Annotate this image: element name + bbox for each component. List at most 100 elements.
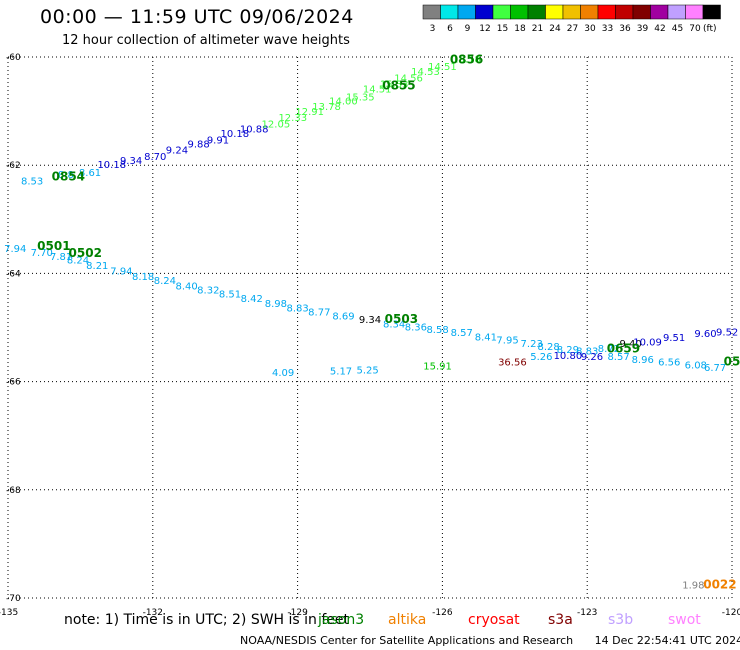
wave-height-point: 9.91 [207, 136, 229, 147]
wave-height-point: 14.51 [363, 85, 392, 96]
wave-height-point: 7.23 [521, 339, 543, 350]
legend-label: 45 [672, 24, 683, 34]
legend-label: 21 [532, 24, 543, 34]
wave-height-point: 12.91 [295, 107, 324, 118]
wave-height-point: 15.18 [452, 54, 481, 65]
legend-unit: (ft) [703, 24, 717, 34]
pass-time-label: 0854 [52, 169, 85, 183]
x-tick-label: -120 [722, 608, 740, 618]
wave-height-point: 8.21 [86, 261, 108, 272]
y-tick-label: -62 [6, 161, 21, 171]
wave-height-point: 8.40 [175, 282, 197, 293]
footer-note: note: 1) Time is in UTC; 2) SWH is in fe… [64, 612, 350, 628]
legend-swatch [545, 4, 564, 20]
pass-time-label: 0503 [385, 312, 418, 326]
color-legend: 3 6 9 12 15 18 21 24 27 30 33 36 39 42 45 70 (ft) [422, 4, 721, 34]
wave-height-point: 14.53 [411, 67, 440, 78]
wave-height-point: 7.94 [110, 266, 132, 277]
pass-time-label: 0855 [382, 78, 415, 92]
wave-height-point: 8.53 [21, 177, 43, 188]
y-tick-label: -60 [6, 53, 21, 63]
wave-height-point: 8.57 [451, 328, 473, 339]
wave-height-point: 8.32 [197, 285, 219, 296]
wave-height-point: 8.24 [67, 256, 89, 267]
legend-label: 15 [497, 24, 508, 34]
wave-height-point: 4.09 [272, 368, 294, 379]
wave-height-point: 10.88 [240, 125, 269, 136]
wave-height-point: 8.41 [475, 332, 497, 343]
legend-swatch [562, 4, 581, 20]
wave-height-point: 9.34 [120, 156, 142, 167]
wave-height-point: 5.26 [530, 352, 552, 363]
wave-height-point: 7.94 [4, 244, 26, 255]
footer-credit: NOAA/NESDIS Center for Satellite Applica… [240, 634, 740, 647]
wave-height-point: 14.00 [329, 97, 358, 108]
legend-label: 27 [567, 24, 578, 34]
wave-height-point: 8.72 [598, 344, 620, 355]
wave-height-point: 8.96 [632, 355, 654, 366]
legend-label: 30 [584, 24, 596, 34]
wave-height-point: 6.77 [704, 363, 726, 374]
legend-label: 18 [514, 24, 526, 34]
legend-swatch [580, 4, 599, 20]
wave-height-point: 8.58 [426, 325, 448, 336]
legend-label: 6 [447, 24, 453, 34]
satellite-label: swot [668, 612, 701, 628]
legend-swatch [475, 4, 494, 20]
legend-label: 42 [654, 24, 665, 34]
legend-swatch [527, 4, 546, 20]
legend-label: 12 [479, 24, 490, 34]
wave-height-point: 9.24 [166, 145, 188, 156]
legend-swatch [440, 4, 459, 20]
wave-height-point: 8.29 [557, 345, 579, 356]
y-tick-label: -70 [6, 594, 21, 604]
credit-text: NOAA/NESDIS Center for Satellite Applica… [240, 634, 574, 647]
y-tick-label: -64 [6, 269, 21, 279]
wave-height-point: 9.40 [620, 339, 642, 350]
wave-height-point: 8.83 [576, 347, 598, 358]
wave-height-point: 36.56 [498, 357, 527, 368]
legend-swatch [650, 4, 669, 20]
wave-height-point: 12.33 [278, 113, 307, 124]
satellite-label: s3a [548, 612, 573, 628]
wave-height-point: 10.09 [633, 337, 662, 348]
legend-swatch [702, 4, 721, 20]
wave-height-point: 9.34 [359, 315, 381, 326]
pass-time-label: 0501 [37, 239, 70, 253]
legend-swatch [615, 4, 634, 20]
wave-height-point: 12.05 [262, 119, 291, 130]
wave-height-point: 8.51 [219, 290, 241, 301]
pass-time-label: 0022 [703, 577, 736, 591]
y-tick-label: -66 [6, 378, 21, 388]
legend-swatch [510, 4, 529, 20]
wave-height-point: 8.70 [144, 152, 166, 163]
wave-height-point: 7.81 [50, 252, 72, 263]
wave-height-point: 15.33 [380, 79, 409, 90]
x-tick-label: -126 [432, 608, 453, 618]
wave-height-point: 1.98 [682, 580, 704, 591]
wave-height-point: 8.28 [537, 342, 559, 353]
generated-time: 14 Dec 22:54:41 UTC 2024 [594, 634, 740, 647]
legend-swatch [632, 4, 651, 20]
plot-frame [7, 56, 733, 599]
wave-height-point: 9.26 [581, 352, 603, 363]
page-subtitle: 12 hour collection of altimeter wave hei… [62, 33, 350, 48]
legend-label: 39 [637, 24, 649, 34]
legend-label: 70 [689, 24, 701, 34]
legend-label: 36 [619, 24, 631, 34]
wave-height-point: 9.51 [663, 333, 685, 344]
x-tick-label: -135 [0, 608, 18, 618]
legend-swatch [492, 4, 511, 20]
wave-height-point: 10.18 [221, 129, 250, 140]
satellite-label: s3b [608, 612, 634, 628]
legend-label: 24 [549, 24, 561, 34]
wave-height-point: 7.95 [496, 336, 518, 347]
wave-height-point: 8.77 [308, 308, 330, 319]
wave-height-point: 5.17 [330, 367, 352, 378]
legend-swatch [685, 4, 704, 20]
legend-swatch [667, 4, 686, 20]
wave-height-point: 8.98 [265, 299, 287, 310]
wave-height-point: 8.69 [332, 311, 354, 322]
